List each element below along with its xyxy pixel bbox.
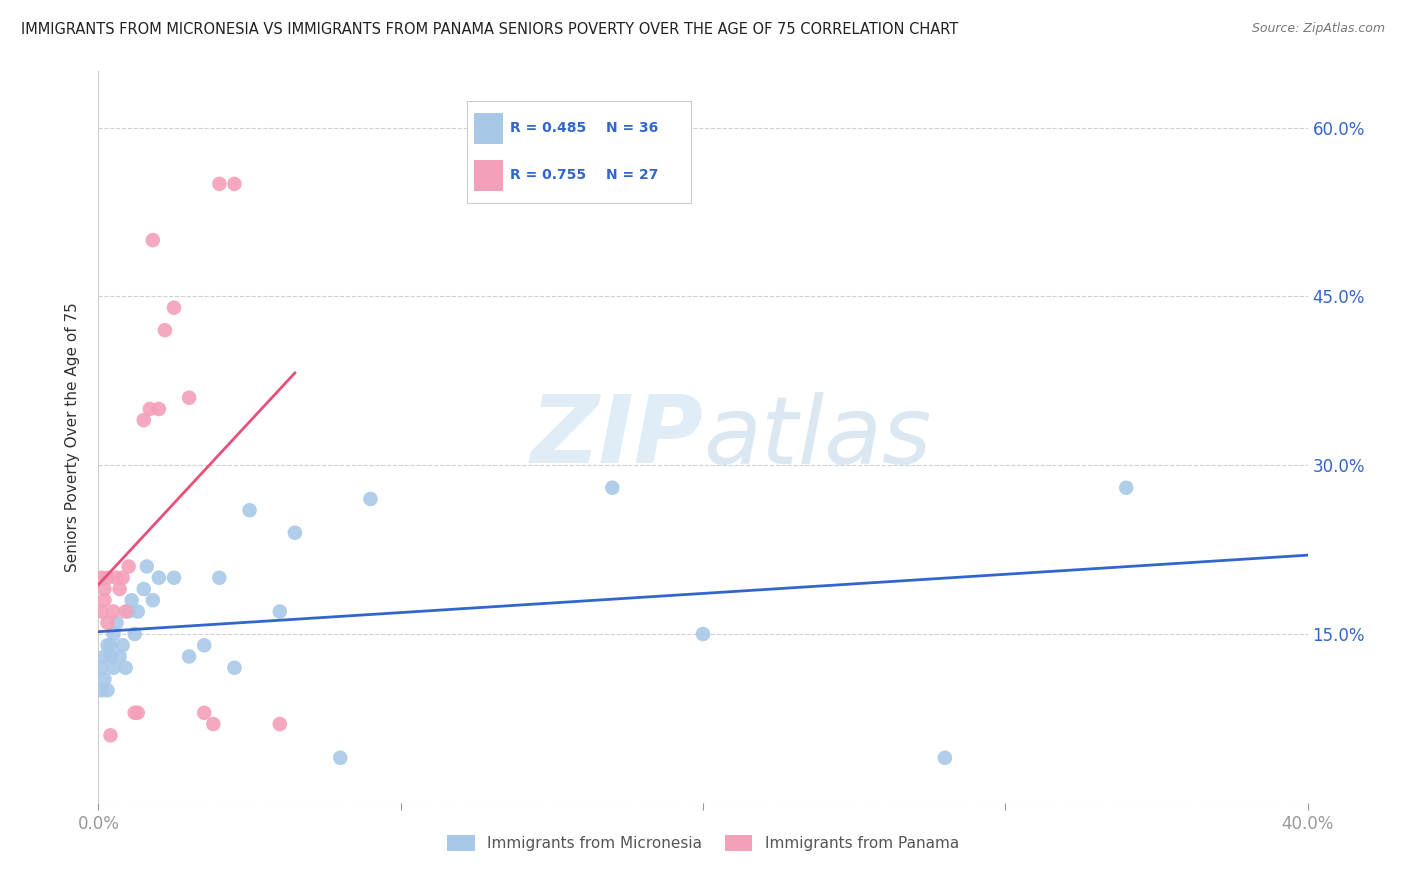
Point <box>179 391 201 405</box>
Point <box>148 401 170 416</box>
Point <box>111 638 134 652</box>
Point <box>96 571 118 585</box>
Point <box>132 413 155 427</box>
Point <box>96 615 118 630</box>
Point <box>153 323 176 337</box>
Point <box>93 649 115 664</box>
Point <box>135 559 157 574</box>
Point <box>108 649 131 664</box>
Point <box>105 571 128 585</box>
Point <box>90 605 112 619</box>
Text: atlas: atlas <box>703 392 931 483</box>
Point <box>692 627 714 641</box>
Point <box>90 683 112 698</box>
Point <box>208 571 231 585</box>
Point <box>93 582 115 596</box>
Point <box>360 491 382 506</box>
Point <box>105 615 128 630</box>
Point <box>179 649 201 664</box>
Point <box>114 661 136 675</box>
Point <box>163 571 186 585</box>
Point <box>100 638 122 652</box>
Point <box>118 605 141 619</box>
Point <box>329 751 352 765</box>
Point <box>202 717 225 731</box>
Point <box>108 582 131 596</box>
Point <box>224 661 246 675</box>
Point <box>121 593 143 607</box>
Point <box>239 503 262 517</box>
Point <box>118 559 141 574</box>
Point <box>142 233 165 247</box>
Point <box>103 661 125 675</box>
Point <box>114 605 136 619</box>
Point <box>124 706 146 720</box>
Point <box>148 571 170 585</box>
Y-axis label: Seniors Poverty Over the Age of 75: Seniors Poverty Over the Age of 75 <box>65 302 80 572</box>
Point <box>96 638 118 652</box>
Point <box>93 672 115 686</box>
Point <box>127 706 149 720</box>
Text: Source: ZipAtlas.com: Source: ZipAtlas.com <box>1251 22 1385 36</box>
Point <box>1115 481 1137 495</box>
Point <box>90 571 112 585</box>
Point <box>163 301 186 315</box>
Text: IMMIGRANTS FROM MICRONESIA VS IMMIGRANTS FROM PANAMA SENIORS POVERTY OVER THE AG: IMMIGRANTS FROM MICRONESIA VS IMMIGRANTS… <box>21 22 959 37</box>
Point <box>93 593 115 607</box>
Point <box>111 571 134 585</box>
Point <box>100 649 122 664</box>
Legend: Immigrants from Micronesia, Immigrants from Panama: Immigrants from Micronesia, Immigrants f… <box>441 830 965 857</box>
Point <box>193 638 215 652</box>
Point <box>132 582 155 596</box>
Point <box>96 683 118 698</box>
Point <box>269 605 291 619</box>
Point <box>139 401 162 416</box>
Text: ZIP: ZIP <box>530 391 703 483</box>
Point <box>208 177 231 191</box>
Point <box>127 605 149 619</box>
Point <box>103 627 125 641</box>
Point <box>284 525 307 540</box>
Point <box>124 627 146 641</box>
Point <box>100 728 122 742</box>
Point <box>224 177 246 191</box>
Point <box>90 661 112 675</box>
Point <box>269 717 291 731</box>
Point <box>193 706 215 720</box>
Point <box>103 605 125 619</box>
Point <box>142 593 165 607</box>
Point <box>934 751 956 765</box>
Point <box>602 481 624 495</box>
